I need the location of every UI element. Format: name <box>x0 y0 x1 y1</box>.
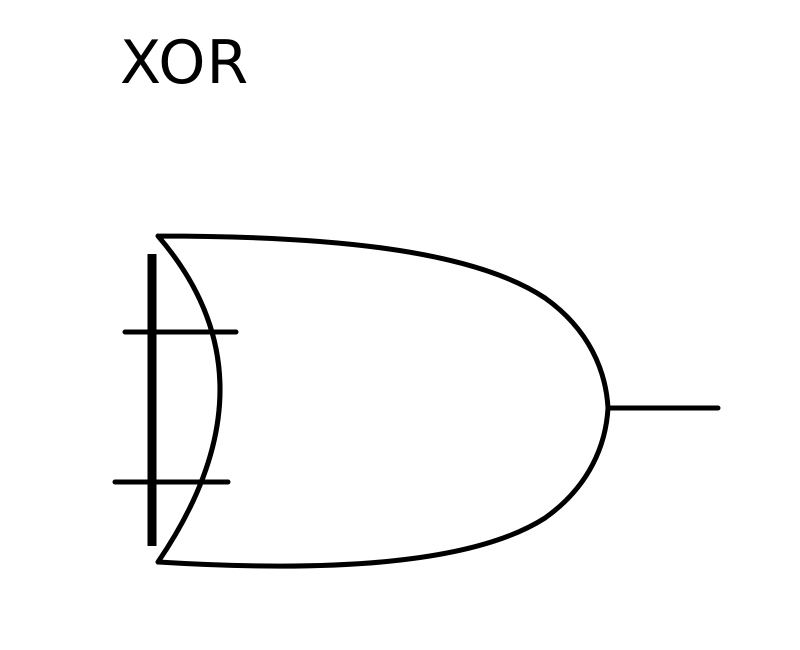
xor-gate-body <box>155 233 611 569</box>
gate-title: XOR <box>120 28 250 98</box>
